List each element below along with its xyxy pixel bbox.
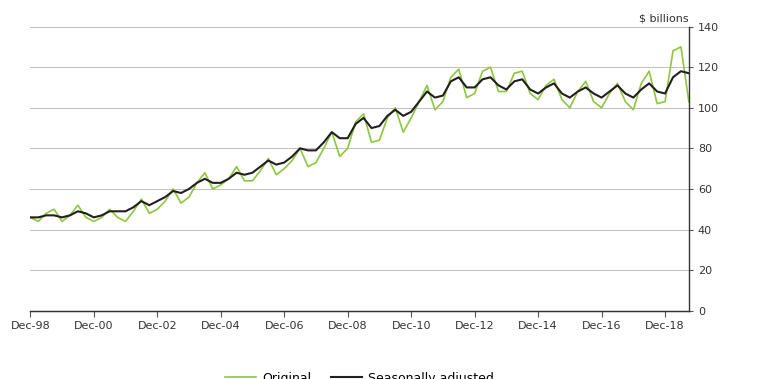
Seasonally adjusted [557, 91, 566, 96]
Text: $ billions: $ billions [639, 14, 689, 23]
Seasonally adjusted [677, 69, 686, 74]
Seasonally adjusted [319, 140, 329, 144]
Seasonally adjusted [525, 87, 534, 92]
Line: Seasonally adjusted: Seasonally adjusted [30, 71, 689, 218]
Original [42, 211, 51, 216]
Line: Original: Original [30, 47, 689, 221]
Original [565, 105, 575, 110]
Seasonally adjusted [684, 71, 693, 75]
Seasonally adjusted [65, 213, 74, 218]
Original [327, 130, 336, 135]
Original [684, 99, 693, 104]
Seasonally adjusted [26, 215, 35, 220]
Original [534, 97, 543, 102]
Original [677, 45, 686, 49]
Original [26, 215, 35, 220]
Original [359, 111, 368, 116]
Original [33, 219, 42, 224]
Legend: Original, Seasonally adjusted: Original, Seasonally adjusted [220, 367, 499, 379]
Seasonally adjusted [351, 122, 360, 126]
Original [73, 203, 83, 207]
Seasonally adjusted [33, 215, 42, 220]
